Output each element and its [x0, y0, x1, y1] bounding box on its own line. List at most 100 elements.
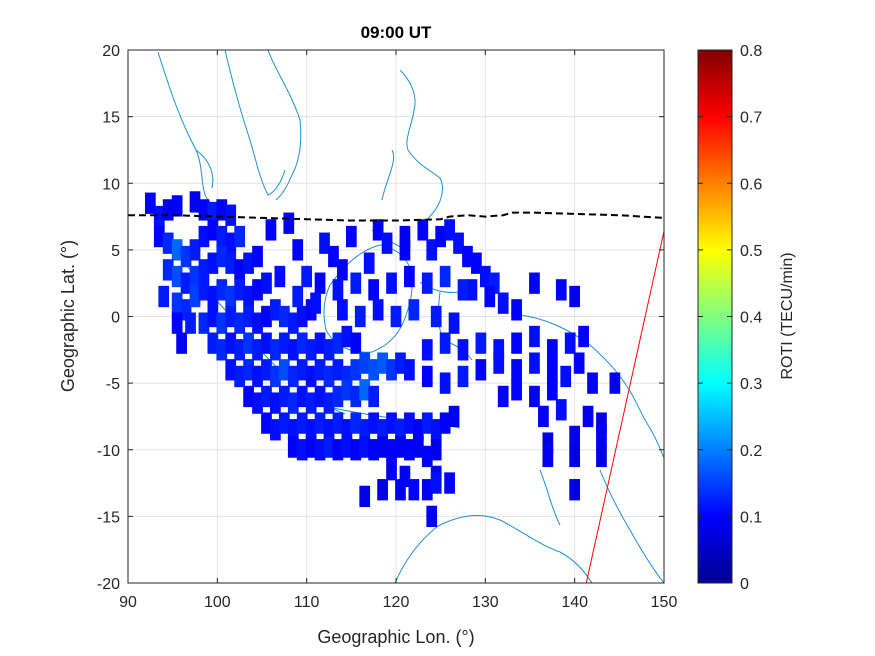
roti-cell — [538, 406, 549, 427]
roti-cell — [444, 472, 455, 493]
roti-cell — [386, 273, 397, 294]
roti-cell — [409, 299, 420, 320]
roti-cell — [409, 479, 420, 500]
roti-cell — [458, 366, 469, 387]
roti-cell — [476, 332, 487, 353]
roti-cell — [172, 195, 183, 216]
roti-cell — [596, 446, 607, 467]
x-axis-label: Geographic Lon. (°) — [317, 627, 474, 647]
roti-cell — [368, 386, 379, 407]
roti-cell — [529, 352, 540, 373]
roti-cell — [275, 266, 286, 287]
roti-cell — [301, 266, 312, 287]
roti-cell — [176, 332, 187, 353]
roti-cell — [569, 446, 580, 467]
roti-cell — [511, 332, 522, 353]
y-tick-label: -15 — [97, 509, 120, 526]
roti-cell — [587, 372, 598, 393]
colorbar-tick-label: 0.3 — [740, 376, 762, 393]
roti-cell — [364, 253, 375, 274]
roti-cell — [556, 399, 567, 420]
y-tick-label: 0 — [111, 310, 120, 327]
colorbar-tick-label: 0.1 — [740, 509, 762, 526]
colorbar-tick-label: 0.8 — [740, 43, 762, 60]
colorbar-label: ROTI (TECU/min) — [779, 252, 796, 379]
roti-cell — [511, 379, 522, 400]
roti-cell — [565, 332, 576, 353]
y-axis-label: Geographic Lat. (°) — [58, 240, 78, 392]
colorbar-tick-label: 0.5 — [740, 243, 762, 260]
roti-cell — [283, 213, 294, 234]
roti-cell — [547, 379, 558, 400]
roti-cell — [610, 372, 621, 393]
roti-cell — [172, 313, 183, 334]
roti-cell — [382, 233, 393, 254]
roti-cell — [350, 332, 361, 353]
x-tick-label: 90 — [119, 594, 137, 611]
x-tick-label: 150 — [651, 594, 678, 611]
roti-cell — [440, 372, 451, 393]
roti-cell — [449, 406, 460, 427]
roti-cell — [400, 226, 411, 247]
roti-cell — [422, 366, 433, 387]
roti-cell — [511, 299, 522, 320]
roti-cell — [377, 479, 388, 500]
roti-cell — [583, 406, 594, 427]
roti-cell — [346, 226, 357, 247]
roti-cell — [574, 352, 585, 373]
roti-cell — [498, 386, 509, 407]
roti-cell — [569, 286, 580, 307]
roti-cell — [543, 446, 554, 467]
roti-cell — [417, 219, 428, 240]
chart-title: 09:00 UT — [361, 23, 432, 42]
roti-cell — [158, 286, 169, 307]
roti-cell — [373, 299, 384, 320]
roti-cell — [404, 359, 415, 380]
y-tick-label: 5 — [111, 243, 120, 260]
roti-cell — [431, 472, 442, 493]
roti-cell — [493, 352, 504, 373]
roti-cell — [426, 506, 437, 527]
roti-cell — [547, 339, 558, 360]
roti-cell — [261, 273, 272, 294]
roti-cell — [333, 279, 344, 300]
x-tick-label: 100 — [204, 594, 231, 611]
roti-cell — [292, 239, 303, 260]
y-tick-label: -20 — [97, 576, 120, 593]
x-tick-label: 110 — [294, 594, 320, 611]
roti-cell — [422, 339, 433, 360]
roti-cell — [440, 266, 451, 287]
y-tick-label: 15 — [102, 110, 120, 127]
y-tick-label: 20 — [102, 43, 120, 60]
roti-cell — [547, 359, 558, 380]
colorbar-tick-label: 0.2 — [740, 443, 762, 460]
roti-cell — [404, 266, 415, 287]
roti-cell — [529, 386, 540, 407]
colorbar-tick-label: 0.7 — [740, 110, 762, 127]
colorbar — [698, 50, 732, 583]
roti-cell — [440, 332, 451, 353]
roti-cell — [484, 286, 495, 307]
roti-cell — [234, 226, 245, 247]
roti-cell — [422, 273, 433, 294]
roti-cell — [431, 439, 442, 460]
roti-cell — [431, 306, 442, 327]
roti-cell — [529, 273, 540, 294]
roti-cell — [315, 273, 326, 294]
roti-cell — [569, 479, 580, 500]
roti-cell — [386, 459, 397, 480]
roti-cell — [310, 293, 321, 314]
x-tick-label: 120 — [383, 594, 410, 611]
roti-cell — [578, 326, 589, 347]
roti-cell — [355, 306, 366, 327]
y-tick-label: -5 — [106, 376, 120, 393]
roti-cell — [337, 299, 348, 320]
roti-cell — [511, 359, 522, 380]
roti-cell — [458, 279, 469, 300]
roti-cell — [350, 273, 361, 294]
roti-cell — [458, 339, 469, 360]
roti-cell — [185, 313, 196, 334]
x-tick-label: 140 — [561, 594, 588, 611]
roti-cell — [328, 246, 339, 267]
